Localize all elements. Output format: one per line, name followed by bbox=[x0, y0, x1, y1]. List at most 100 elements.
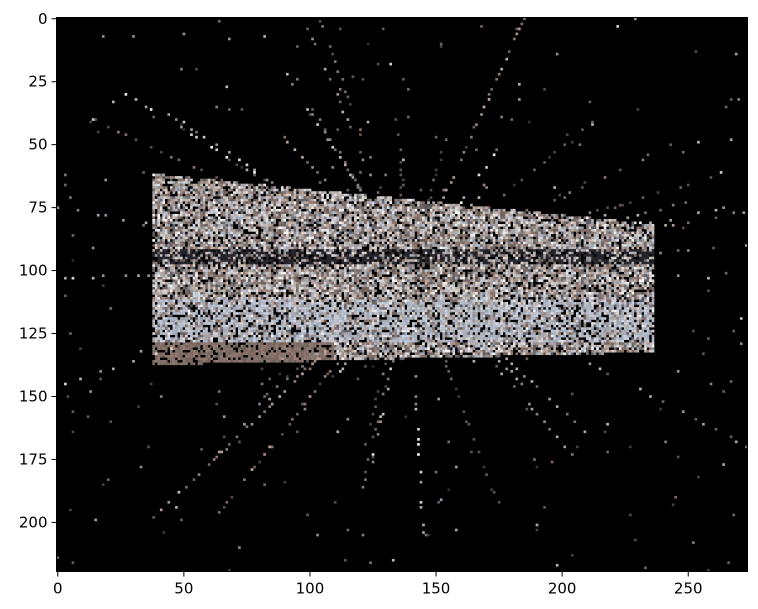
image-pixel bbox=[339, 227, 342, 230]
image-pixel bbox=[321, 325, 324, 328]
image-pixel bbox=[173, 362, 176, 365]
image-pixel bbox=[218, 289, 221, 292]
image-pixel bbox=[213, 300, 216, 303]
image-pixel bbox=[167, 327, 170, 330]
image-pixel bbox=[236, 345, 239, 348]
image-pixel bbox=[314, 292, 317, 295]
image-pixel bbox=[225, 247, 228, 250]
image-pixel bbox=[236, 239, 239, 242]
image-pixel bbox=[162, 176, 165, 179]
image-pixel bbox=[294, 244, 297, 247]
image-pixel bbox=[319, 194, 322, 197]
image-pixel bbox=[241, 315, 244, 318]
image-pixel bbox=[324, 300, 327, 303]
image-pixel bbox=[301, 249, 304, 252]
image-pixel bbox=[167, 330, 170, 333]
image-pixel bbox=[200, 264, 203, 267]
image-pixel bbox=[180, 237, 183, 240]
image-pixel bbox=[349, 289, 352, 292]
image-pixel bbox=[258, 310, 261, 313]
image-pixel bbox=[276, 360, 279, 363]
image-pixel bbox=[329, 229, 332, 232]
image-pixel bbox=[314, 355, 317, 358]
image-pixel bbox=[223, 201, 226, 204]
image-pixel bbox=[258, 184, 261, 187]
image-pixel bbox=[334, 216, 337, 219]
image-pixel bbox=[306, 221, 309, 224]
image-pixel bbox=[225, 337, 228, 340]
image-pixel bbox=[213, 211, 216, 214]
image-pixel bbox=[286, 342, 289, 345]
image-pixel bbox=[336, 345, 339, 348]
image-pixel bbox=[173, 352, 176, 355]
image-pixel bbox=[162, 252, 165, 255]
image-pixel bbox=[251, 297, 254, 300]
image-pixel bbox=[278, 259, 281, 262]
image-pixel bbox=[263, 219, 266, 222]
image-pixel bbox=[243, 284, 246, 287]
image-pixel bbox=[354, 292, 357, 295]
image-pixel bbox=[319, 227, 322, 230]
image-pixel bbox=[215, 209, 218, 212]
image-pixel bbox=[364, 254, 367, 257]
image-pixel bbox=[299, 209, 302, 212]
image-pixel bbox=[273, 322, 276, 325]
image-pixel bbox=[357, 342, 360, 345]
image-pixel bbox=[271, 267, 274, 270]
image-pixel bbox=[367, 327, 370, 330]
image-pixel bbox=[220, 330, 223, 333]
image-pixel bbox=[173, 289, 176, 292]
image-pixel bbox=[369, 267, 372, 270]
image-pixel bbox=[359, 300, 362, 303]
image-pixel bbox=[289, 219, 292, 222]
image-pixel bbox=[261, 191, 264, 194]
image-pixel bbox=[321, 272, 324, 275]
image-pixel bbox=[213, 360, 216, 363]
image-pixel bbox=[347, 206, 350, 209]
image-pixel bbox=[218, 242, 221, 245]
image-pixel bbox=[256, 282, 259, 285]
image-pixel bbox=[278, 252, 281, 255]
image-pixel bbox=[347, 292, 350, 295]
image-pixel bbox=[336, 204, 339, 207]
image-pixel bbox=[281, 206, 284, 209]
image-pixel bbox=[238, 289, 241, 292]
image-pixel bbox=[314, 345, 317, 348]
image-pixel bbox=[233, 249, 236, 252]
image-pixel bbox=[354, 206, 357, 209]
image-pixel bbox=[185, 234, 188, 237]
image-pixel bbox=[185, 216, 188, 219]
image-pixel bbox=[334, 330, 337, 333]
image-pixel bbox=[341, 272, 344, 275]
image-pixel bbox=[200, 229, 203, 232]
image-pixel bbox=[304, 305, 307, 308]
image-pixel bbox=[256, 229, 259, 232]
image-pixel bbox=[220, 184, 223, 187]
image-pixel bbox=[364, 214, 367, 217]
image-pixel bbox=[289, 327, 292, 330]
image-pixel bbox=[223, 305, 226, 308]
image-pixel bbox=[347, 289, 350, 292]
image-pixel bbox=[243, 272, 246, 275]
image-pixel bbox=[251, 320, 254, 323]
image-pixel bbox=[185, 264, 188, 267]
image-pixel bbox=[210, 189, 213, 192]
image-pixel bbox=[200, 214, 203, 217]
image-pixel bbox=[281, 284, 284, 287]
image-pixel bbox=[306, 357, 309, 360]
image-pixel bbox=[165, 345, 168, 348]
image-pixel bbox=[251, 330, 254, 333]
image-pixel bbox=[218, 257, 221, 260]
image-pixel bbox=[331, 194, 334, 197]
image-pixel bbox=[210, 337, 213, 340]
image-pixel bbox=[236, 305, 239, 308]
image-pixel bbox=[183, 269, 186, 272]
image-pixel bbox=[352, 272, 355, 275]
image-pixel bbox=[205, 345, 208, 348]
image-pixel bbox=[188, 330, 191, 333]
image-pixel bbox=[178, 345, 181, 348]
image-pixel bbox=[190, 239, 193, 242]
image-pixel bbox=[183, 305, 186, 308]
image-pixel bbox=[190, 232, 193, 235]
image-pixel bbox=[248, 307, 251, 310]
